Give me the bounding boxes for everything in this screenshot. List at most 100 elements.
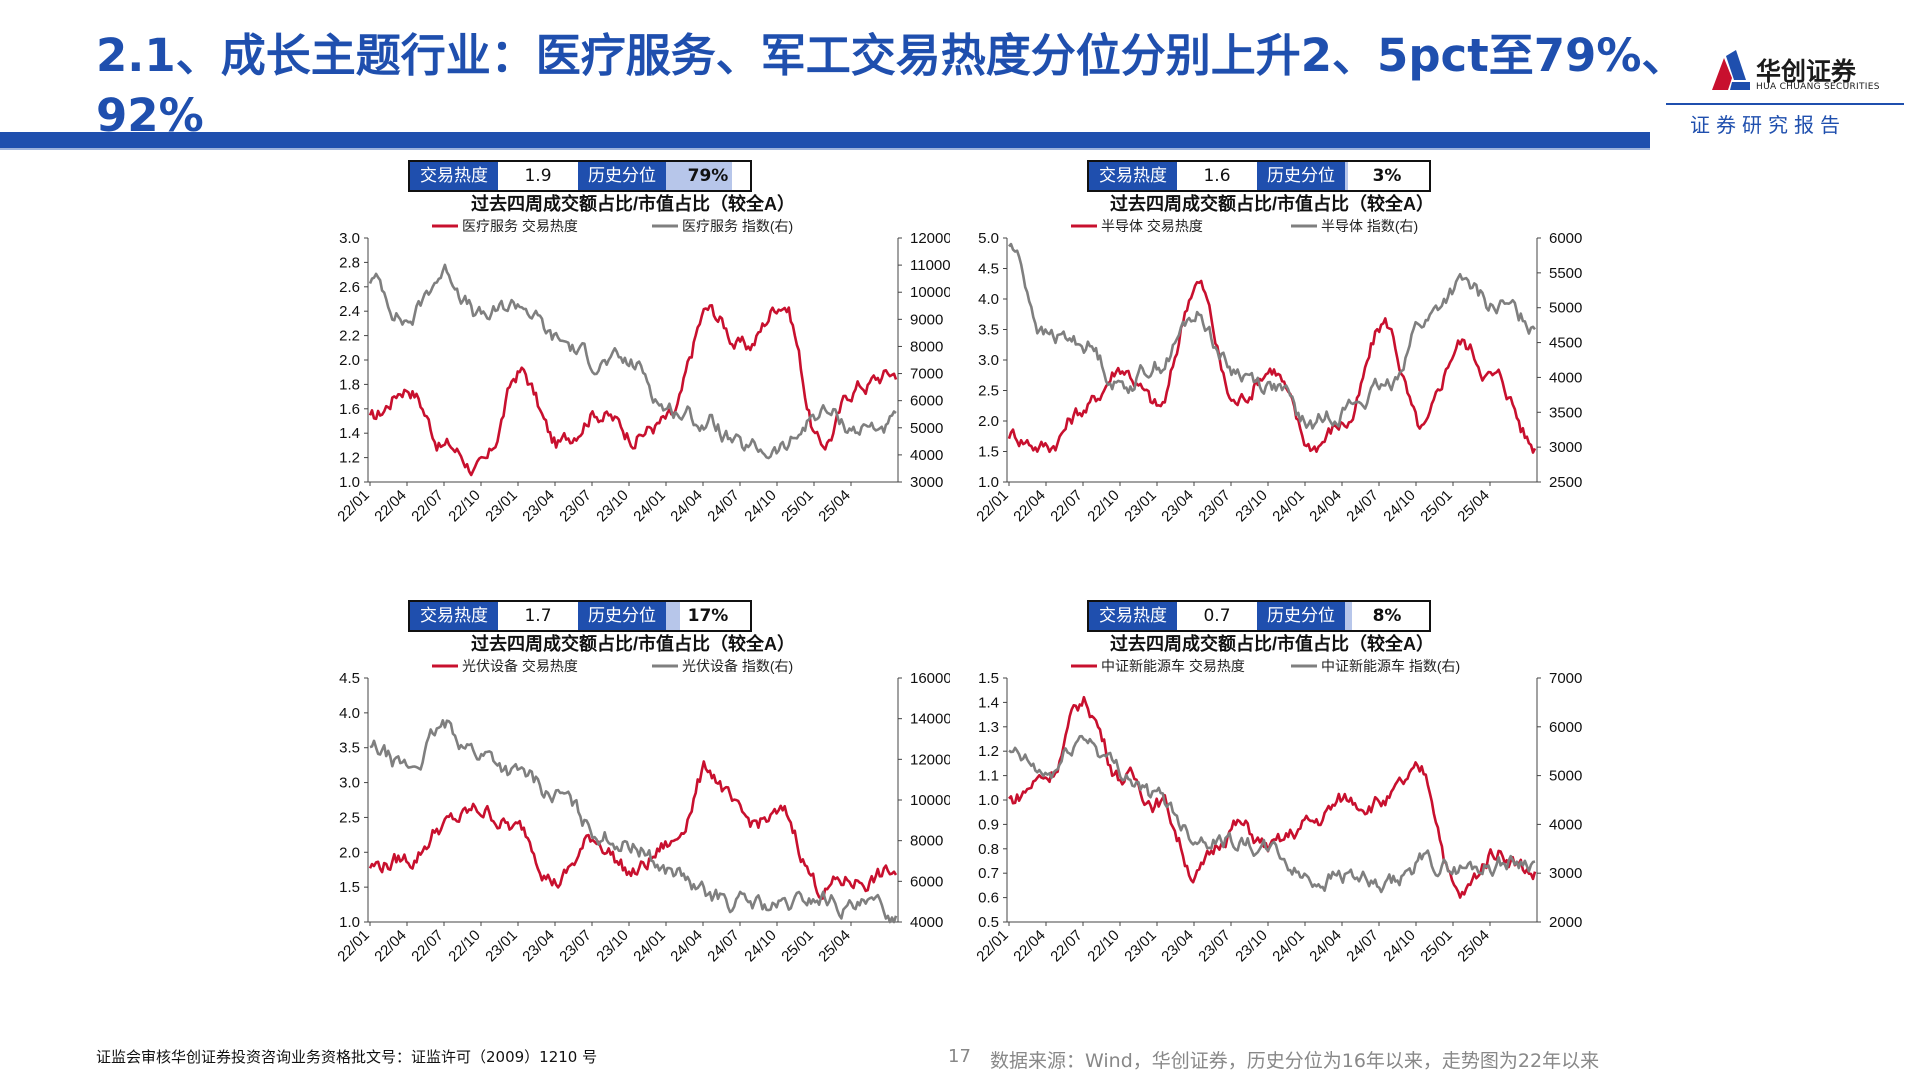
company-logo: 华创证券 HUA CHUANG SECURITIES (1712, 50, 1912, 94)
y-tick-label: 2.0 (339, 352, 360, 369)
stat-heat-value: 1.9 (524, 166, 552, 186)
x-tick-label: 22/07 (1047, 487, 1086, 526)
x-tick-label: 25/01 (778, 927, 817, 966)
x-tick-label: 24/07 (1343, 927, 1382, 966)
y2-tick-label: 14000 (910, 711, 950, 728)
x-tick-label: 22/10 (445, 487, 484, 526)
y-tick-label: 2.2 (339, 328, 360, 345)
stat-box: 交易热度 1.7 历史分位 17% (408, 600, 752, 632)
stat-box: 交易热度 1.6 历史分位 3% (1087, 160, 1431, 192)
y-tick-label: 1.4 (978, 694, 999, 711)
stat-percentile-text: 8% (1372, 606, 1402, 626)
y-tick-label: 3.0 (978, 352, 999, 369)
x-tick-label: 22/04 (371, 927, 410, 966)
y2-tick-label: 5000 (1549, 300, 1582, 317)
y-tick-label: 0.6 (978, 890, 999, 907)
y-tick-label: 2.6 (339, 279, 360, 296)
x-tick-label: 23/07 (556, 927, 595, 966)
logo-divider (1666, 103, 1904, 105)
x-tick-label: 23/04 (519, 487, 558, 526)
line-chart: 过去四周成交额占比/市值占比（较全A） 中证新能源车 交易热度 中证新能源车 指数(… (975, 633, 1582, 966)
stat-percentile-label: 历史分位 (578, 162, 666, 190)
x-tick-label: 22/04 (1010, 927, 1049, 966)
header-bar-shadow (0, 148, 1650, 150)
series-index-line (1008, 242, 1537, 430)
x-tick-label: 22/01 (334, 487, 373, 526)
y-tick-label: 0.5 (978, 914, 999, 931)
line-chart: 过去四周成交额占比/市值占比（较全A） 医疗服务 交易热度 医疗服务 指数(右) 1.… (334, 193, 950, 526)
x-tick-label: 23/07 (1195, 487, 1234, 526)
x-tick-label: 25/01 (1417, 927, 1456, 966)
x-tick-label: 24/10 (741, 487, 780, 526)
y2-tick-label: 12000 (910, 230, 950, 247)
y2-tick-label: 4000 (1549, 369, 1582, 386)
y-tick-label: 1.3 (978, 719, 999, 736)
x-tick-label: 25/04 (815, 487, 854, 526)
stat-percentile-fill (666, 162, 733, 190)
x-tick-label: 24/01 (1269, 927, 1308, 966)
chart-axes (1006, 678, 1538, 923)
stat-percentile-label: 历史分位 (1257, 162, 1345, 190)
x-tick-label: 25/04 (1454, 927, 1493, 966)
series-index-line (1008, 734, 1536, 894)
y-tick-label: 0.8 (978, 841, 999, 858)
legend-label: 医疗服务 交易热度 (462, 218, 578, 234)
stat-percentile-text: 17% (687, 606, 729, 626)
y2-tick-label: 3000 (1549, 865, 1582, 882)
y2-tick-label: 4000 (910, 914, 943, 931)
page-title: 2.1、成长主题行业：医疗服务、军工交易热度分位分别上升2、5pct至79%、9… (96, 29, 1687, 142)
y2-tick-label: 6000 (1549, 230, 1582, 247)
x-tick-label: 23/04 (519, 927, 558, 966)
stat-percentile-label: 历史分位 (578, 602, 666, 630)
report-label: 证券研究报告 (1690, 113, 1846, 137)
x-tick-label: 24/07 (1343, 487, 1382, 526)
stat-percentile-text: 3% (1372, 166, 1402, 186)
y-tick-label: 3.5 (978, 322, 999, 339)
x-tick-label: 24/04 (667, 927, 706, 966)
x-tick-label: 23/01 (482, 487, 521, 526)
x-tick-label: 22/01 (334, 927, 373, 966)
y-tick-label: 4.0 (978, 291, 999, 308)
chart-panel-new-energy-vehicle: 交易热度 0.7 历史分位 8% 过去四周成交额占比/市值占比（较全A） 中证新能源车 交… (975, 600, 1595, 1040)
chart-panel-semiconductor: 交易热度 1.6 历史分位 3% 过去四周成交额占比/市值占比（较全A） 半导体 交易热度… (975, 160, 1595, 600)
y2-tick-label: 10000 (910, 284, 950, 301)
series-heat-line (1008, 695, 1537, 899)
y2-tick-label: 5000 (1549, 768, 1582, 785)
x-tick-label: 23/07 (556, 487, 595, 526)
y-tick-label: 1.0 (339, 474, 360, 491)
x-tick-label: 24/10 (1380, 487, 1419, 526)
y-tick-label: 1.8 (339, 376, 360, 393)
y2-tick-label: 11000 (910, 257, 950, 274)
x-tick-label: 24/01 (630, 487, 669, 526)
stat-heat-label: 交易热度 (410, 602, 498, 630)
y-tick-label: 4.0 (339, 705, 360, 722)
y-tick-label: 2.5 (978, 383, 999, 400)
y-tick-label: 1.6 (339, 401, 360, 418)
series-heat-line (368, 760, 898, 901)
legend-label: 半导体 交易热度 (1101, 218, 1203, 234)
x-tick-label: 22/01 (975, 927, 1012, 966)
x-tick-label: 22/07 (408, 927, 447, 966)
chart-title: 过去四周成交额占比/市值占比（较全A） (1110, 633, 1434, 654)
y2-tick-label: 9000 (910, 311, 943, 328)
chart-panel-photovoltaic: 交易热度 1.7 历史分位 17% 过去四周成交额占比/市值占比（较全A） 光伏设备 交易… (330, 600, 950, 1040)
x-tick-label: 22/10 (1084, 487, 1123, 526)
stat-percentile-value: 3% (1345, 162, 1429, 190)
x-tick-label: 22/07 (1047, 927, 1086, 966)
x-tick-label: 25/01 (778, 487, 817, 526)
y2-tick-label: 6000 (910, 393, 943, 410)
y2-tick-label: 3000 (1549, 439, 1582, 456)
y2-tick-label: 7000 (1549, 670, 1582, 687)
y-tick-label: 1.2 (978, 743, 999, 760)
chart-axes (1006, 238, 1538, 483)
stat-heat-label: 交易热度 (1089, 602, 1177, 630)
stat-percentile-fill (666, 602, 681, 630)
series-index-line (369, 719, 898, 924)
y2-tick-label: 10000 (910, 792, 950, 809)
chart-title: 过去四周成交额占比/市值占比（较全A） (1110, 193, 1434, 214)
y2-tick-label: 5500 (1549, 265, 1582, 282)
logo-text-cn: 华创证券 (1756, 57, 1857, 86)
y2-tick-label: 5000 (910, 420, 943, 437)
y2-tick-label: 2000 (1549, 914, 1582, 931)
y-tick-label: 5.0 (978, 230, 999, 247)
